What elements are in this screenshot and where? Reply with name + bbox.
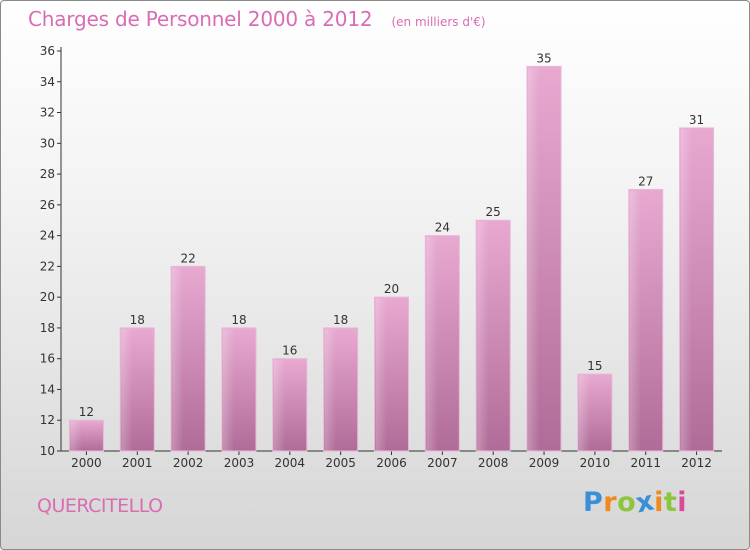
x-tick-label: 2001 — [122, 456, 153, 470]
bar-highlight — [680, 128, 692, 451]
data-label: 25 — [486, 205, 501, 219]
bar-highlight — [121, 328, 133, 451]
data-label: 20 — [384, 282, 399, 296]
bar-highlight — [172, 267, 184, 451]
x-tick-label: 2007 — [427, 456, 458, 470]
labels: 2000 12 2001 18 2002 22 2003 18 2004 16 2005 18 2006… — [71, 51, 712, 470]
data-label: 24 — [435, 221, 450, 235]
bar-highlight — [528, 67, 540, 451]
bar-highlight — [629, 190, 642, 451]
y-tick-label: 26 — [40, 198, 55, 212]
data-label: 31 — [689, 113, 704, 127]
data-label: 18 — [130, 313, 145, 327]
commune-name: QUERCITELLO — [37, 495, 163, 517]
y-tick-label: 18 — [40, 321, 55, 335]
y-tick-label: 22 — [40, 259, 55, 273]
x-tick-label: 2003 — [224, 456, 255, 470]
data-label: 18 — [231, 313, 246, 327]
data-label: 35 — [536, 51, 551, 65]
bar-highlight — [70, 421, 82, 451]
logo-letter: o — [617, 487, 637, 518]
x-tick-label: 2008 — [478, 456, 509, 470]
bar-highlight — [375, 298, 387, 451]
bar-highlight — [426, 236, 438, 451]
logo-letter: r — [603, 487, 618, 518]
chart-subtitle: (en milliers d'€) — [391, 15, 486, 29]
proxiti-logo: Proxiti — [583, 485, 688, 519]
y-tick-label: 34 — [40, 75, 55, 89]
y-tick-label: 36 — [40, 44, 55, 58]
y-tick-label: 16 — [40, 352, 55, 366]
logo-letter: i — [654, 487, 664, 518]
x-tick-label: 2002 — [173, 456, 204, 470]
bar-highlight — [578, 375, 591, 451]
y-tick-label: 10 — [40, 444, 55, 458]
data-label: 16 — [282, 344, 297, 358]
axes: 10 12 14 16 18 20 22 24 26 28 30 32 34 36 — [40, 44, 722, 458]
y-tick-label: 12 — [40, 413, 55, 427]
x-tick-label: 2000 — [71, 456, 102, 470]
x-tick-label: 2005 — [325, 456, 356, 470]
x-tick-label: 2006 — [376, 456, 407, 470]
data-label: 15 — [587, 359, 602, 373]
y-tick-label: 32 — [40, 106, 55, 120]
x-tick-label: 2009 — [529, 456, 560, 470]
data-label: 27 — [638, 174, 653, 188]
bar-highlight — [222, 328, 235, 451]
chart-title: Charges de Personnel 2000 à 2012 — [28, 7, 373, 31]
title-row: Charges de Personnel 2000 à 2012 (en mil… — [28, 7, 486, 31]
y-tick-label: 14 — [40, 382, 55, 396]
y-tick-label: 24 — [40, 229, 55, 243]
bar-highlight — [273, 359, 286, 451]
y-tick-label: 28 — [40, 167, 55, 181]
logo-letter: i — [677, 487, 688, 518]
x-tick-label: 2010 — [580, 456, 611, 470]
y-tick-label: 30 — [40, 136, 55, 150]
bars — [68, 65, 715, 452]
x-tick-label: 2011 — [630, 456, 661, 470]
data-label: 22 — [180, 251, 195, 265]
y-tick-label: 20 — [40, 290, 55, 304]
data-label: 12 — [79, 405, 94, 419]
bar-highlight — [324, 328, 336, 451]
logo-letter: P — [583, 487, 604, 518]
bar-highlight — [477, 221, 489, 451]
logo-letter: t — [663, 487, 678, 518]
x-tick-label: 2004 — [275, 456, 306, 470]
data-label: 18 — [333, 313, 348, 327]
x-tick-label: 2012 — [681, 456, 712, 470]
